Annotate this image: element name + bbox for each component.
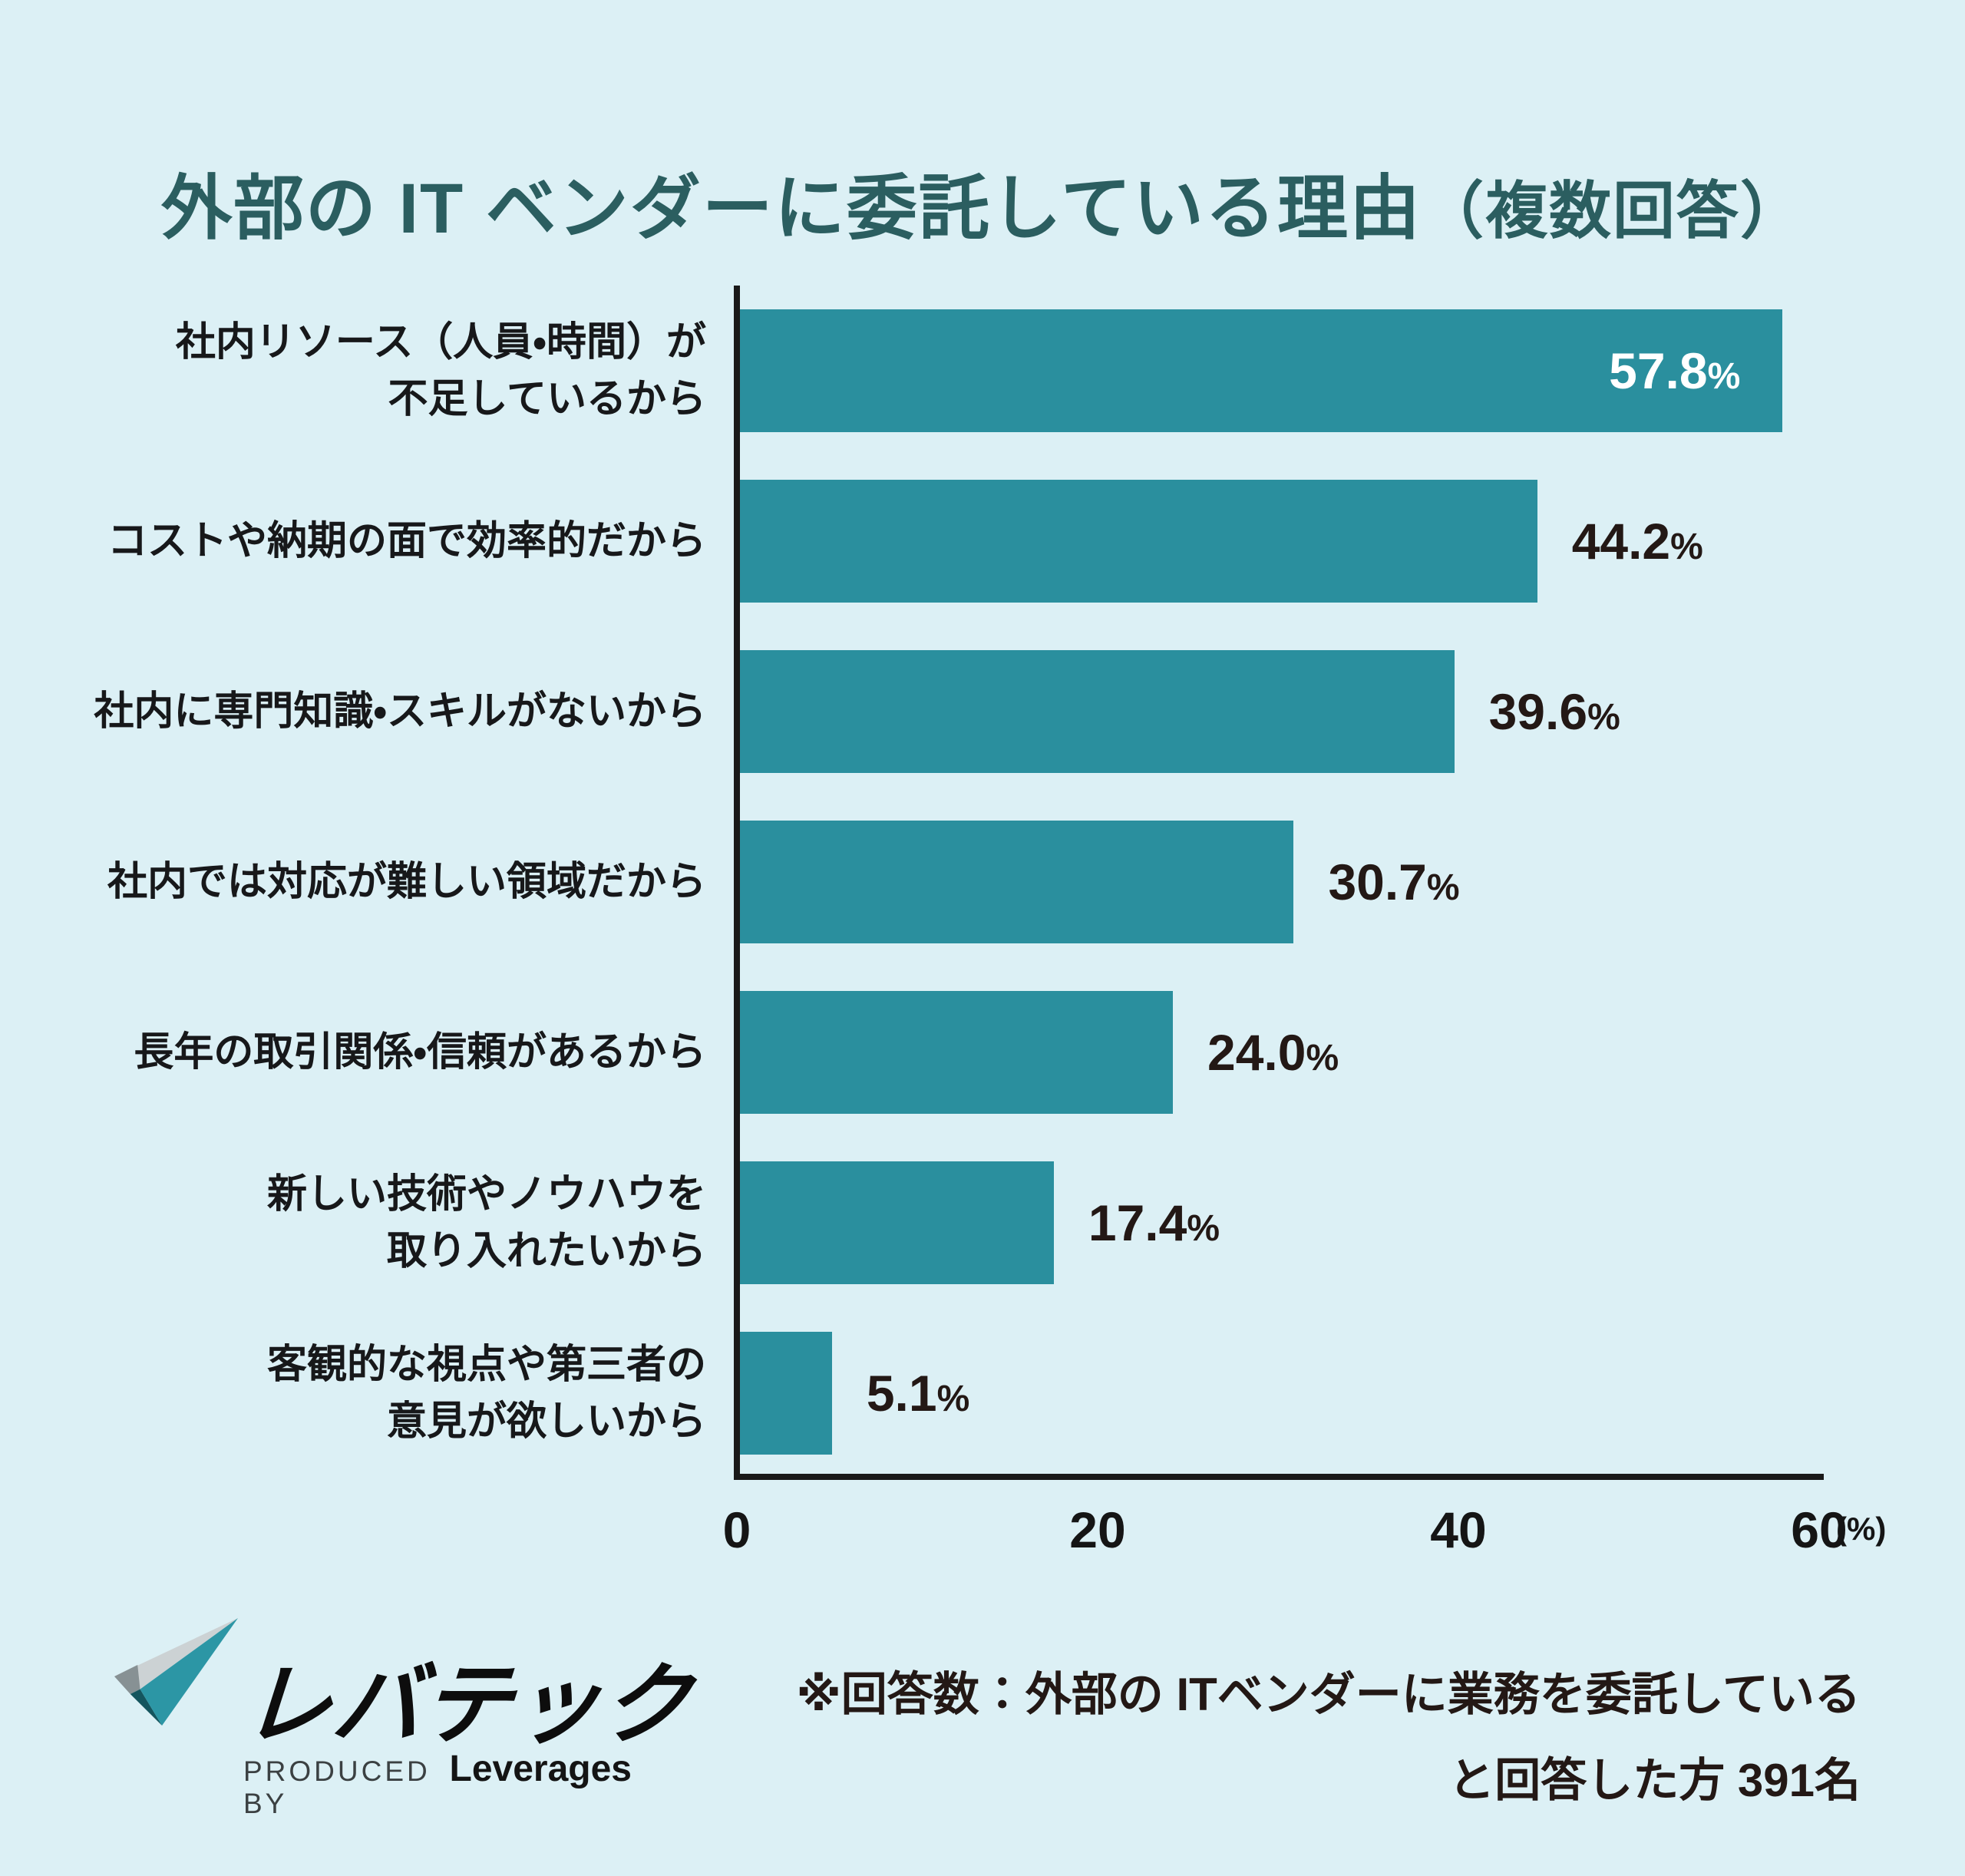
footnote: ※回答数：外部の ITベンダーに業務を委託している と回答した方 391名: [796, 1652, 1861, 1824]
bar-value: 24.0%: [1207, 1024, 1339, 1081]
x-tick-label: 20: [1069, 1501, 1126, 1558]
produced-by-label: PRODUCED BY: [243, 1755, 431, 1819]
bar: [740, 309, 1783, 432]
bar: [740, 650, 1455, 773]
levatech-checkmark-icon: [114, 1618, 238, 1726]
bar: [740, 1332, 832, 1455]
x-tick-label: 0: [722, 1501, 751, 1558]
bar-label: 客観的な視点や第三者の 意見が欲しいから: [266, 1343, 706, 1444]
x-tick-label: 60: [1791, 1501, 1848, 1558]
bar-value: 57.8%: [1609, 342, 1741, 399]
bar: [740, 821, 1294, 943]
bar-label: コストや納期の面で効率的だから: [107, 519, 706, 563]
bar-value: 39.6%: [1488, 683, 1620, 740]
bar-label: 新しい技術やノウハウを 取り入れたいから: [266, 1172, 706, 1273]
bar-label: 社内リソース（人員・時間）が 不足しているから: [175, 320, 706, 421]
y-axis-line: [734, 286, 740, 1477]
bar-label: 長年の取引関係・信頼があるから: [134, 1030, 706, 1075]
brand-name: レバテック: [239, 1655, 695, 1755]
bar-label: 社内では対応が難しい領域だから: [107, 860, 706, 904]
bar-value: 30.7%: [1328, 854, 1460, 910]
bar-value: 5.1%: [866, 1365, 970, 1422]
company-name: Leverages: [449, 1749, 632, 1789]
footnote-line-1: ※回答数：外部の ITベンダーに業務を委託している: [796, 1669, 1861, 1720]
x-axis-line: [734, 1474, 1824, 1480]
chart-title: 外部の IT ベンダーに委託している理由（複数回答）: [0, 155, 1965, 266]
chart-title-main: 外部の IT ベンダーに委託している理由: [160, 169, 1422, 248]
chart-title-paren: （複数回答）: [1422, 177, 1805, 246]
produced-by-line: PRODUCED BY Leverages: [243, 1748, 632, 1820]
bar: [740, 991, 1173, 1114]
footnote-line-2: と回答した方 391名: [1448, 1755, 1861, 1806]
bar: [740, 1161, 1054, 1284]
bar: [740, 480, 1537, 603]
x-tick-label: 40: [1430, 1501, 1487, 1558]
bar-label: 社内に専門知識・スキルがないから: [94, 689, 706, 734]
bar-value: 44.2%: [1571, 513, 1703, 570]
logo: レバテック PRODUCED BY Leverages: [114, 1616, 695, 1846]
axis-unit-label: (%): [1836, 1511, 1887, 1547]
bar-value: 17.4%: [1088, 1194, 1220, 1251]
